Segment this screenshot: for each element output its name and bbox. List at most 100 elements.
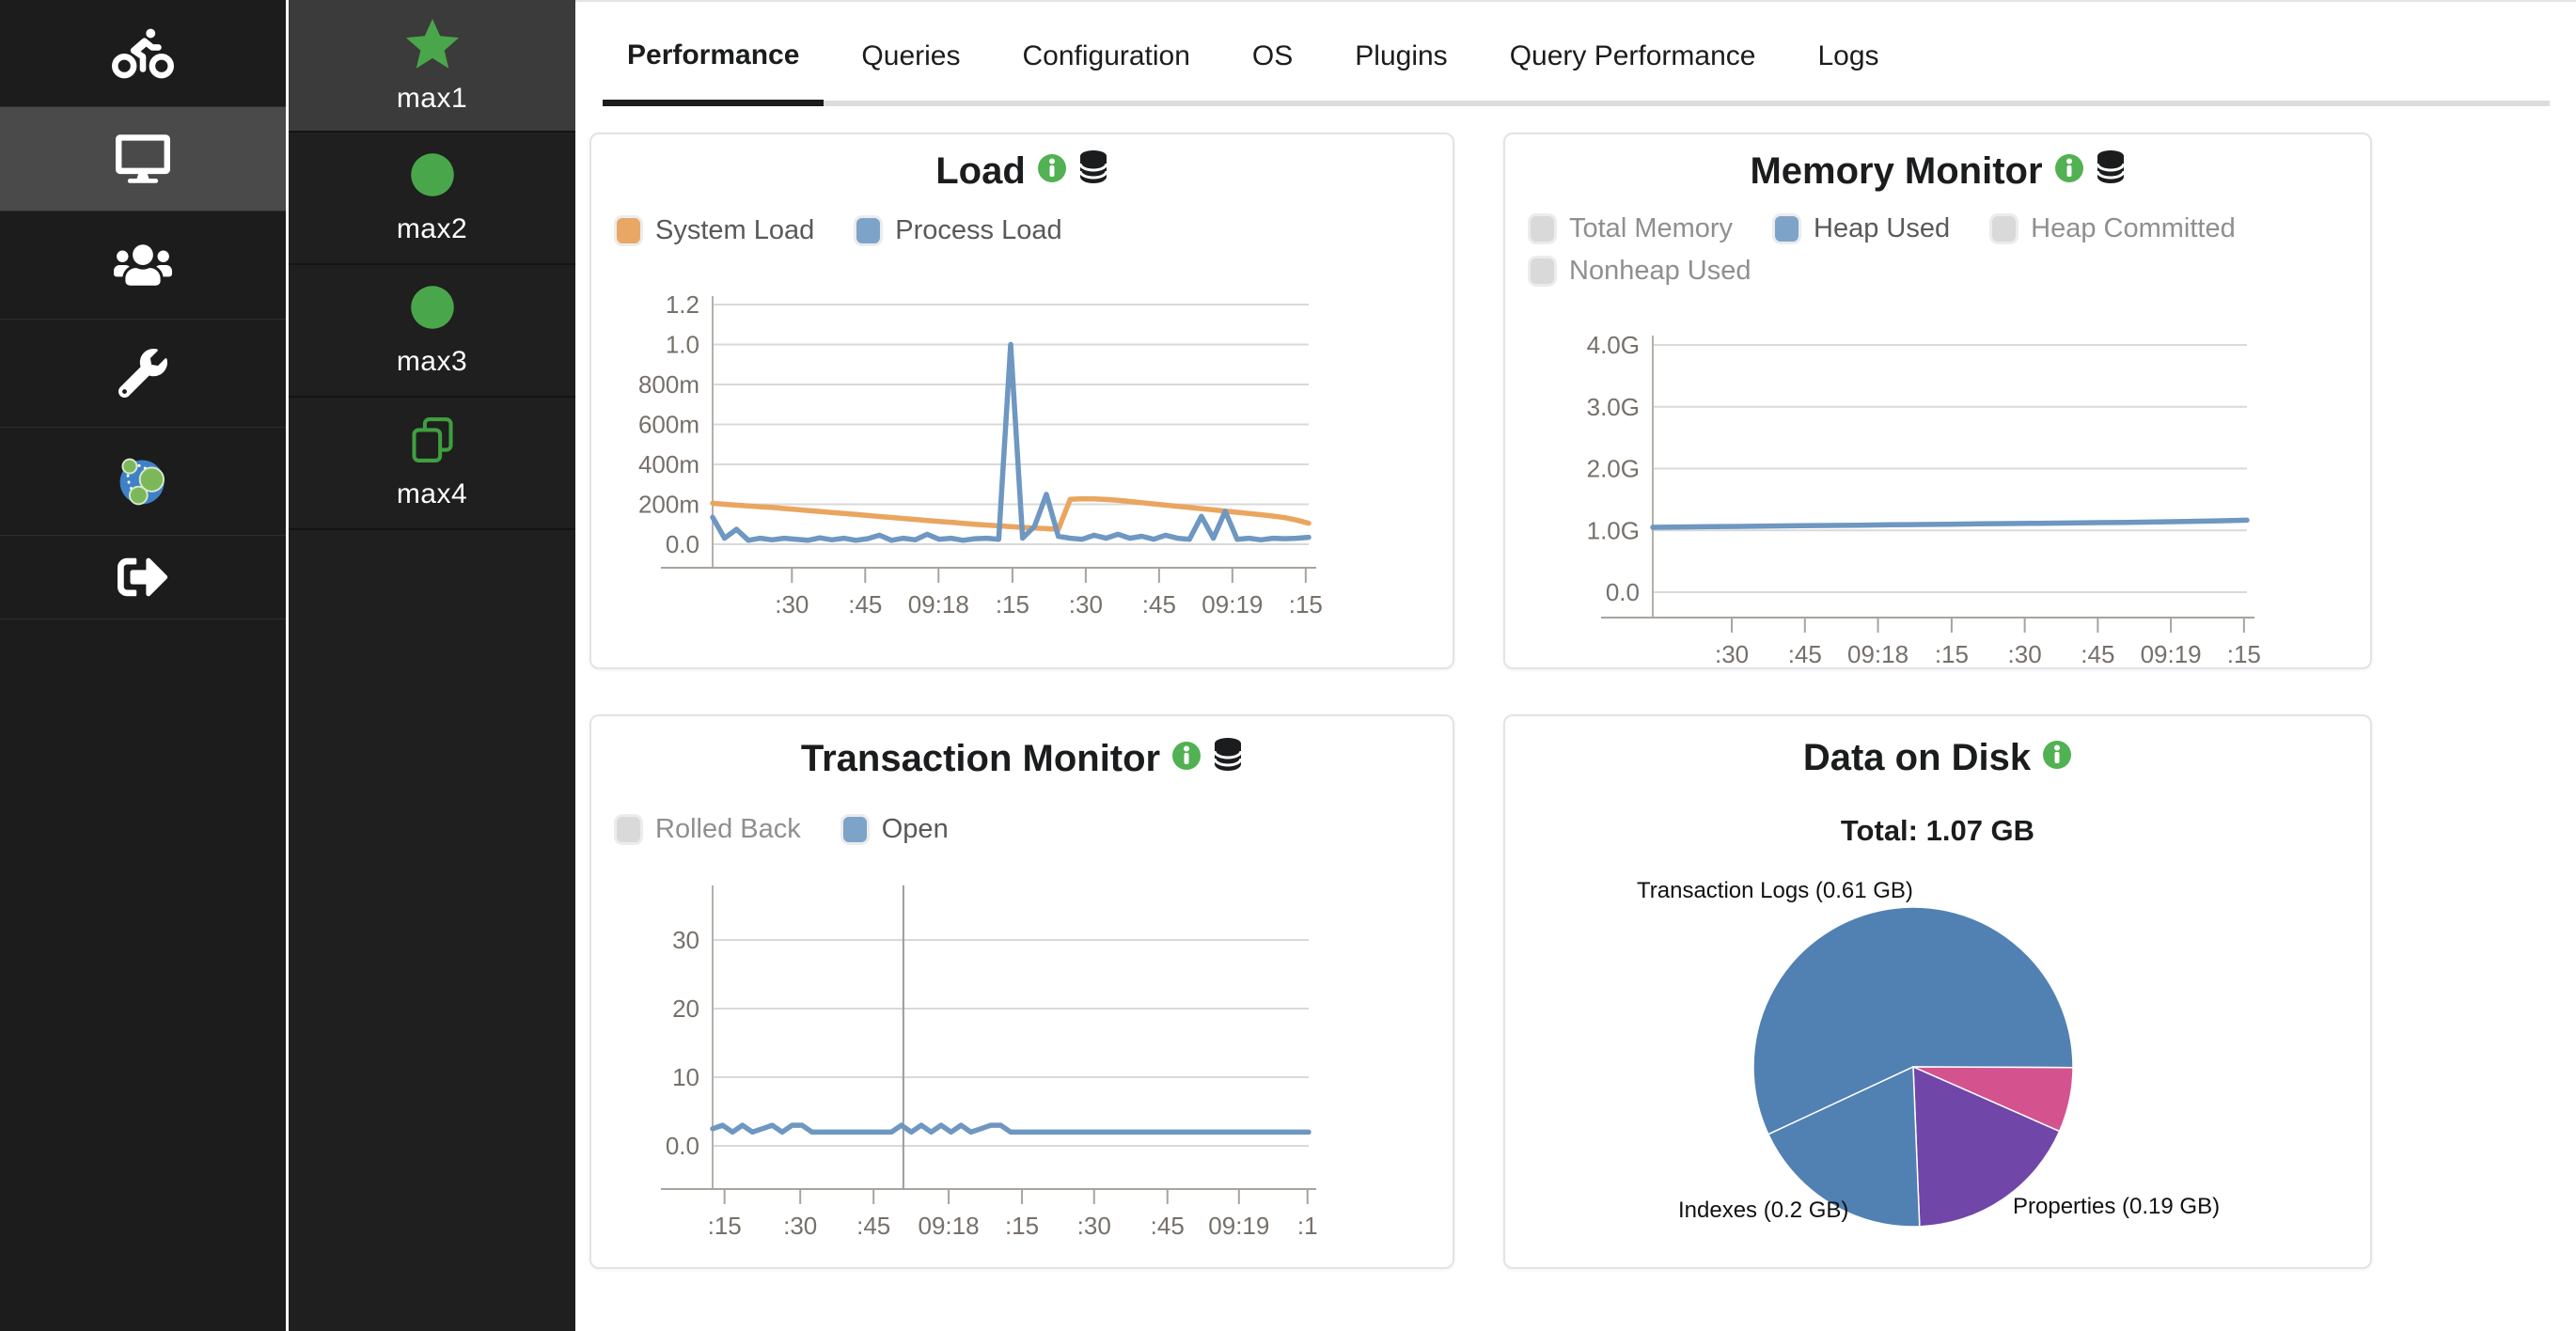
legend-item-nonheap-used[interactable]: Nonheap Used xyxy=(1528,256,1751,287)
legend-label: Heap Committed xyxy=(2031,213,2236,243)
legend-item-total-memory[interactable]: Total Memory xyxy=(1528,213,1733,244)
series-open xyxy=(710,1122,1312,1135)
svg-text:30: 30 xyxy=(672,926,699,954)
transaction-legend: Rolled Back Open xyxy=(614,814,1434,845)
database-icon xyxy=(1213,738,1243,771)
memory-chart: 0.0 1.0G 2.0G 3.0G 4.0G:30:45 09:18:15:30:45 0… xyxy=(1505,134,2370,668)
copy-icon xyxy=(411,417,453,462)
info-icon[interactable] xyxy=(2042,737,2072,779)
users-icon xyxy=(114,244,172,286)
svg-text:0.0: 0.0 xyxy=(666,1132,699,1160)
node-item-max4[interactable]: max4 xyxy=(289,398,575,530)
load-card-title-row: Load xyxy=(591,149,1453,193)
sidebar-item-neo4j[interactable] xyxy=(0,428,286,536)
legend-item-process-load[interactable]: Process Load xyxy=(854,215,1062,246)
pie-label-properties: Properties (0.19 GB) xyxy=(2013,1194,2221,1219)
node-label: max2 xyxy=(396,213,468,244)
svg-text:4.0G: 4.0G xyxy=(1587,331,1640,359)
circle-icon xyxy=(410,286,454,329)
legend-item-system-load[interactable]: System Load xyxy=(614,215,814,246)
svg-text::1: :1 xyxy=(1297,1212,1318,1240)
legend-swatch xyxy=(1528,213,1557,244)
svg-text::30: :30 xyxy=(2008,640,2042,668)
copy-icon xyxy=(408,415,457,469)
pie-label-indexes: Indexes (0.2 GB) xyxy=(1678,1198,1849,1223)
legend-swatch xyxy=(1528,256,1557,287)
svg-text::30: :30 xyxy=(1077,1212,1111,1240)
svg-text::15: :15 xyxy=(1289,590,1323,619)
star-icon xyxy=(405,17,460,73)
legend-label: Rolled Back xyxy=(655,814,801,844)
svg-text::15: :15 xyxy=(2227,640,2261,668)
info-icon[interactable] xyxy=(1171,738,1202,780)
sidebar-item-monitoring[interactable] xyxy=(0,107,286,211)
svg-text::45: :45 xyxy=(856,1212,890,1240)
cluster-node-list: max1 max2 max3 max4 xyxy=(286,0,575,1331)
disk-pie-chart xyxy=(1505,716,2370,1267)
memory-card-title-row: Memory Monitor xyxy=(1505,149,2370,193)
info-icon xyxy=(2043,741,2072,769)
top-divider xyxy=(575,0,2576,2)
svg-text:09:18: 09:18 xyxy=(1847,640,1908,668)
circle-icon xyxy=(408,150,457,204)
tab-queries[interactable]: Queries xyxy=(861,39,961,71)
tab-performance[interactable]: Performance xyxy=(603,39,825,106)
legend-item-heap-used[interactable]: Heap Used xyxy=(1772,213,1950,244)
legend-item-rolled-back[interactable]: Rolled Back xyxy=(614,814,801,845)
sidebar-item-users[interactable] xyxy=(0,211,286,320)
legend-label: Nonheap Used xyxy=(1569,256,1751,286)
svg-text:20: 20 xyxy=(672,994,699,1023)
tab-plugins[interactable]: Plugins xyxy=(1355,39,1448,71)
legend-swatch xyxy=(854,215,884,246)
svg-text:10: 10 xyxy=(672,1063,699,1091)
node-item-max1[interactable]: max1 xyxy=(289,0,575,133)
tab-configuration[interactable]: Configuration xyxy=(1022,39,1190,71)
sidebar-item-sign-out[interactable] xyxy=(0,536,286,619)
database-icon xyxy=(1078,149,1108,193)
svg-text:1.0G: 1.0G xyxy=(1587,516,1640,544)
star-icon xyxy=(405,18,459,69)
node-label: max1 xyxy=(396,82,468,114)
svg-text:0.0: 0.0 xyxy=(1606,578,1640,606)
circle-icon xyxy=(410,153,454,196)
node-label: max4 xyxy=(396,478,468,509)
svg-text::30: :30 xyxy=(1715,640,1749,668)
legend-item-open[interactable]: Open xyxy=(840,814,949,845)
tab-os[interactable]: OS xyxy=(1251,39,1294,71)
legend-label: Total Memory xyxy=(1569,213,1734,243)
load-chart: 0.0 200m 400m 600m 800m 1.0 1.2:30:45 09:18:15:… xyxy=(591,134,1453,667)
transaction-card-title-row: Transaction Monitor xyxy=(591,737,1453,780)
node-item-max3[interactable]: max3 xyxy=(289,265,575,398)
svg-text:400m: 400m xyxy=(638,450,699,478)
svg-text:09:18: 09:18 xyxy=(908,590,969,619)
tab-query-performance[interactable]: Query Performance xyxy=(1509,39,1756,71)
legend-item-heap-committed[interactable]: Heap Committed xyxy=(1989,213,2236,244)
svg-text:600m: 600m xyxy=(638,411,699,439)
svg-text::30: :30 xyxy=(775,590,809,619)
circle-icon xyxy=(408,283,457,337)
memory-card: Memory Monitor Total Memory Heap Used Heap… xyxy=(1503,133,2372,669)
svg-text::45: :45 xyxy=(848,590,882,619)
svg-text:09:19: 09:19 xyxy=(1202,590,1263,619)
disk-total-label: Total: 1.07 GB xyxy=(1840,814,2035,847)
info-icon xyxy=(2054,153,2083,182)
info-icon[interactable] xyxy=(1037,150,1067,193)
sidebar-item-settings[interactable] xyxy=(0,320,286,428)
node-item-max2[interactable]: max2 xyxy=(289,133,575,265)
legend-swatch xyxy=(614,215,643,246)
svg-text:2.0G: 2.0G xyxy=(1587,455,1640,483)
cyclist-icon xyxy=(112,28,174,78)
legend-label: Open xyxy=(881,814,949,844)
info-icon[interactable] xyxy=(2054,150,2084,193)
svg-text::30: :30 xyxy=(1069,590,1103,619)
svg-text:200m: 200m xyxy=(638,491,699,519)
sidebar-item-logo xyxy=(0,0,286,107)
svg-text:800m: 800m xyxy=(638,370,699,399)
svg-text::15: :15 xyxy=(1935,640,1969,668)
tab-logs[interactable]: Logs xyxy=(1817,39,1879,71)
neo4j-icon xyxy=(119,458,165,506)
svg-text:09:19: 09:19 xyxy=(1208,1212,1269,1240)
svg-text::45: :45 xyxy=(1151,1212,1185,1240)
pie-slice-transaction-logs xyxy=(1752,906,2074,1135)
disk-card-title: Data on Disk xyxy=(1802,737,2032,778)
